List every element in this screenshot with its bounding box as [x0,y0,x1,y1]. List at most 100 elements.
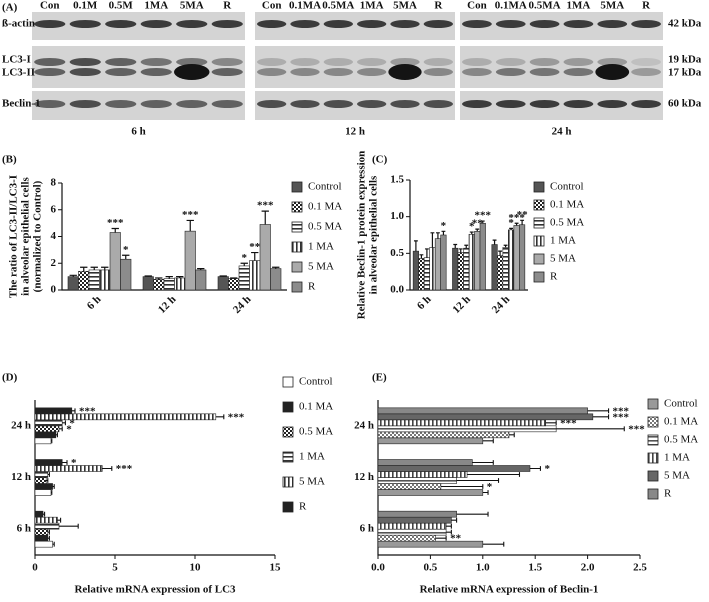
error-bar [587,408,610,414]
blot-band [597,58,628,66]
row-label: LC3-I [2,54,31,66]
bar [377,471,468,478]
significance-label: *** [182,209,199,221]
error-bar [80,266,88,272]
panel-label: (E) [372,372,387,384]
bar [513,225,520,291]
bar [34,522,60,530]
error-bar [592,414,610,420]
legend-swatch [647,398,659,410]
bar [109,232,121,291]
error-bar [480,220,485,224]
legend-label: R [664,488,672,500]
lane-label: 0.1M [73,0,98,12]
error-bar [545,420,557,426]
error-bar [52,484,55,489]
x-tick-label: 1.5 [528,562,542,574]
bar [195,269,207,291]
error-bar [176,276,184,278]
significance-label: * [123,244,129,256]
error-bar [215,414,225,420]
legend-label: R [308,281,316,293]
bar [377,534,436,542]
blot-band [34,20,66,28]
bar [377,516,452,524]
error-bar [186,219,194,232]
error-bar [498,250,503,256]
size-label: 19 kDa [668,54,702,66]
error-bar [430,232,435,248]
bar [377,413,594,421]
error-bar [472,460,494,465]
error-bar [467,472,521,477]
size-label: 17 kDa [668,67,702,79]
blot-band [495,68,526,76]
significance-label: ** [249,241,261,253]
bar [434,238,441,291]
error-bar [111,227,119,233]
error-bar [46,478,49,483]
blot-background [255,12,455,40]
significance-label: *** [107,217,124,229]
y-tick-label: 24 h [11,419,31,431]
significance-label: * [508,217,514,229]
error-bar [251,251,259,261]
legend-label: 1 MA [299,451,325,463]
x-tick-label: 6 h [85,293,104,312]
error-bar [59,523,79,529]
blot-band [323,58,354,66]
bar [259,224,271,291]
significance-label: * [441,220,447,232]
significance-label: *** [560,417,577,429]
error-bar [419,254,424,259]
bar [377,489,484,496]
bar [238,265,250,291]
significance-label: * [71,457,77,469]
blot-band [462,68,492,76]
blot-band [563,58,594,66]
blot-band [357,100,387,108]
significance-label: *** [228,411,245,423]
bar [377,437,484,445]
error-bar [230,277,238,279]
x-tick-label: 0 [32,562,38,574]
blot-band [390,20,420,28]
bar [468,233,475,291]
y-tick-label: 6 h [17,523,31,535]
error-bar [514,222,519,226]
y-tick-label: 6 [51,203,57,215]
bar [34,431,57,439]
blot-band [257,68,287,76]
legend-label: 0.1 MA [550,199,584,211]
x-tick-label: 0.0 [371,562,385,574]
bar [377,431,510,439]
legend-swatch [533,181,545,193]
legend-swatch [291,221,303,233]
blot-band [105,58,137,66]
error-bar [446,529,452,535]
bar [508,229,515,291]
legend-label: Control [299,376,333,388]
legend-label: 5 MA [299,476,325,488]
x-axis-label: Relative mRNA expression of Beclin-1 [420,584,599,596]
legend-label: 0.1 MA [299,401,333,413]
blot-band [34,58,66,66]
blot-band [69,20,101,28]
bar [174,277,186,291]
blot-band [257,20,287,28]
significance-label: * [487,481,493,493]
blot-band [423,68,454,76]
lane-label: R [434,0,443,12]
legend-swatch [291,241,303,253]
bar [474,231,481,291]
significance-label: * [66,423,72,435]
x-tick-label: 6 h [415,293,434,312]
error-bar [165,276,173,279]
blot-band [69,58,101,66]
legend-label: 0.5 MA [550,217,584,229]
bar [34,510,44,518]
bar [502,247,509,291]
blot-band [495,100,526,108]
blot-band [495,20,526,28]
legend-swatch [282,426,294,438]
